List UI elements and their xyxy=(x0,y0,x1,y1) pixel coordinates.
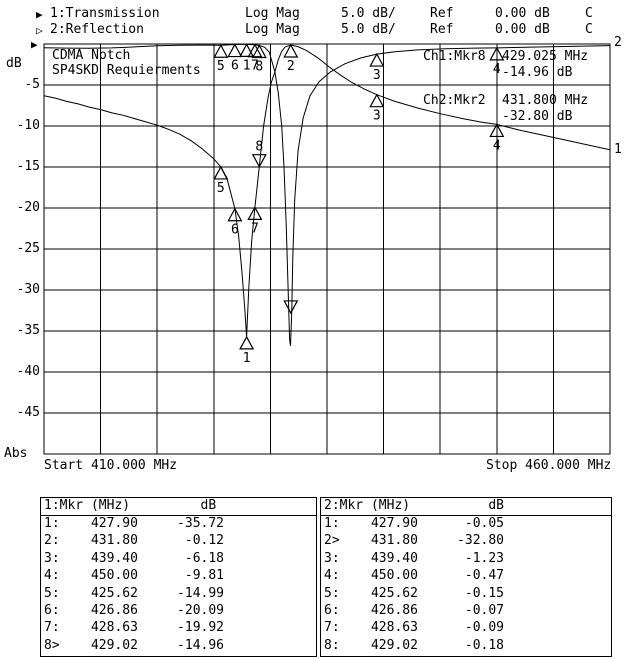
y-tick-label: -25 xyxy=(16,241,40,256)
svg-text:3: 3 xyxy=(373,68,381,83)
svg-text:8: 8 xyxy=(255,140,263,155)
svg-text:1: 1 xyxy=(243,58,251,73)
trace1-end-label: 1 xyxy=(614,142,622,157)
trace2-ref-value: 0.00 dB xyxy=(495,22,550,37)
x-axis-start-label: Start 410.000 MHz xyxy=(44,458,178,473)
trace1-ref-value: 0.00 dB xyxy=(495,6,550,21)
active-trace-arrow-icon: ▶ xyxy=(36,8,43,21)
y-tick-label: -20 xyxy=(16,200,40,215)
ch1-marker-readout-freq: 429.025 MHz xyxy=(502,49,589,64)
svg-text:3: 3 xyxy=(373,109,381,124)
svg-text:7: 7 xyxy=(251,59,259,74)
marker-ch2-7 xyxy=(247,43,263,58)
trace2-format: Log Mag xyxy=(245,22,300,37)
marker-ch1-7 xyxy=(247,206,263,220)
ch2-marker-readout-freq: 431.800 MHz xyxy=(502,93,589,108)
marker-ch1-6 xyxy=(227,207,243,222)
marker-ch2-5 xyxy=(213,43,229,58)
ch2-marker-readout-label: Ch2:Mkr2 xyxy=(423,93,486,108)
ch1-marker-readout-value: -14.96 dB xyxy=(502,65,573,80)
trace2-cal-flag: C xyxy=(585,22,593,37)
y-tick-label: -35 xyxy=(16,323,40,338)
table-row: 2: 431.80 -0.12 xyxy=(44,533,225,549)
table-row: 7: 428.63 -0.09 xyxy=(324,620,505,636)
trace1-scale: 5.0 dB/ xyxy=(341,6,396,21)
table-row: 4: 450.00 -0.47 xyxy=(324,568,505,584)
marker-table-2-header: 2:Mkr (MHz) dB xyxy=(321,498,611,516)
marker-ch2-3 xyxy=(369,52,385,67)
table-row: 3: 439.40 -6.18 xyxy=(44,550,225,566)
marker-table-2: 2:Mkr (MHz) dB 1: 427.90 -0.05 2> 431.80 … xyxy=(320,497,612,657)
table-row: 2> 431.80 -32.80 xyxy=(324,533,505,549)
trace2-end-label: 2 xyxy=(614,35,622,50)
marker-ch1-5 xyxy=(213,165,229,180)
inactive-trace-arrow-icon: ▷ xyxy=(36,24,43,37)
trace1-ref-label: Ref xyxy=(430,6,454,21)
table-row: 5: 425.62 -14.99 xyxy=(44,585,225,601)
svg-text:1: 1 xyxy=(243,351,251,366)
trace-transmission xyxy=(43,44,611,337)
svg-text:7: 7 xyxy=(251,221,259,236)
svg-text:5: 5 xyxy=(217,181,225,196)
y-tick-label: -5 xyxy=(24,77,40,92)
svg-text:5: 5 xyxy=(217,59,225,74)
trace2-scale: 5.0 dB/ xyxy=(341,22,396,37)
trace1-format: Log Mag xyxy=(245,6,300,21)
chart-title-line2: SP4SKD Requierments xyxy=(52,63,201,78)
marker-table-2-body: 1: 427.90 -0.05 2> 431.80 -32.80 3: 439.40… xyxy=(321,516,611,655)
y-tick-label: -10 xyxy=(16,118,40,133)
marker-ch2-1 xyxy=(239,43,255,58)
y-tick-label: -30 xyxy=(16,282,40,297)
svg-text:6: 6 xyxy=(231,223,239,238)
svg-text:8: 8 xyxy=(255,59,263,74)
marker-ch2-8 xyxy=(251,44,267,59)
trace2-ref-label: Ref xyxy=(430,22,454,37)
trace-reflection xyxy=(43,43,611,346)
y-axis-bottom-label: Abs xyxy=(4,446,28,461)
active-marker-ch2-2 xyxy=(283,300,299,315)
marker-table-1-body: 1: 427.90 -35.72 2: 431.80 -0.12 3: 439.40… xyxy=(41,516,316,655)
svg-text:6: 6 xyxy=(231,59,239,74)
x-axis-stop-label: Stop 460.000 MHz xyxy=(486,458,612,473)
marker-ch2-4 xyxy=(489,46,505,61)
marker-table-1-header: 1:Mkr (MHz) dB xyxy=(41,498,316,516)
table-row: 8: 429.02 -0.18 xyxy=(324,637,505,653)
table-row: 5: 425.62 -0.15 xyxy=(324,585,505,601)
svg-text:4: 4 xyxy=(493,138,501,153)
svg-text:4: 4 xyxy=(493,62,501,77)
trace2-title: 2:Reflection xyxy=(50,22,144,37)
y-axis-label: dB xyxy=(6,56,22,71)
ref-level-arrow-icon: ▶ xyxy=(31,38,38,51)
y-tick-label: -15 xyxy=(16,159,40,174)
active-marker-ch1-8 xyxy=(251,154,267,168)
svg-text:2: 2 xyxy=(287,59,295,74)
ch2-marker-readout-value: -32.80 dB xyxy=(502,109,573,124)
marker-ch1-2 xyxy=(283,43,299,58)
y-tick-label: -45 xyxy=(16,405,40,420)
chart-title-line1: CDMA Notch xyxy=(52,48,131,63)
ch1-marker-readout-label: Ch1:Mkr8 xyxy=(423,49,486,64)
table-row: 1: 427.90 -35.72 xyxy=(44,516,225,531)
table-row: 7: 428.63 -19.92 xyxy=(44,620,225,636)
marker-table-1: 1:Mkr (MHz) dB 1: 427.90 -35.72 2: 431.80… xyxy=(40,497,317,657)
trace1-title: 1:Transmission xyxy=(50,6,160,21)
table-row: 1: 427.90 -0.05 xyxy=(324,516,505,531)
y-tick-label: -40 xyxy=(16,364,40,379)
table-row: 8> 429.02 -14.96 xyxy=(44,637,225,653)
table-row: 3: 439.40 -1.23 xyxy=(324,550,505,566)
trace1-cal-flag: C xyxy=(585,6,593,21)
marker-ch2-6 xyxy=(227,43,243,58)
table-row: 6: 426.86 -20.09 xyxy=(44,602,225,618)
marker-ch1-3 xyxy=(369,93,385,108)
marker-ch1-1 xyxy=(239,335,255,350)
marker-ch1-4 xyxy=(489,123,505,138)
table-row: 4: 450.00 -9.81 xyxy=(44,568,225,584)
table-row: 6: 426.86 -0.07 xyxy=(324,602,505,618)
